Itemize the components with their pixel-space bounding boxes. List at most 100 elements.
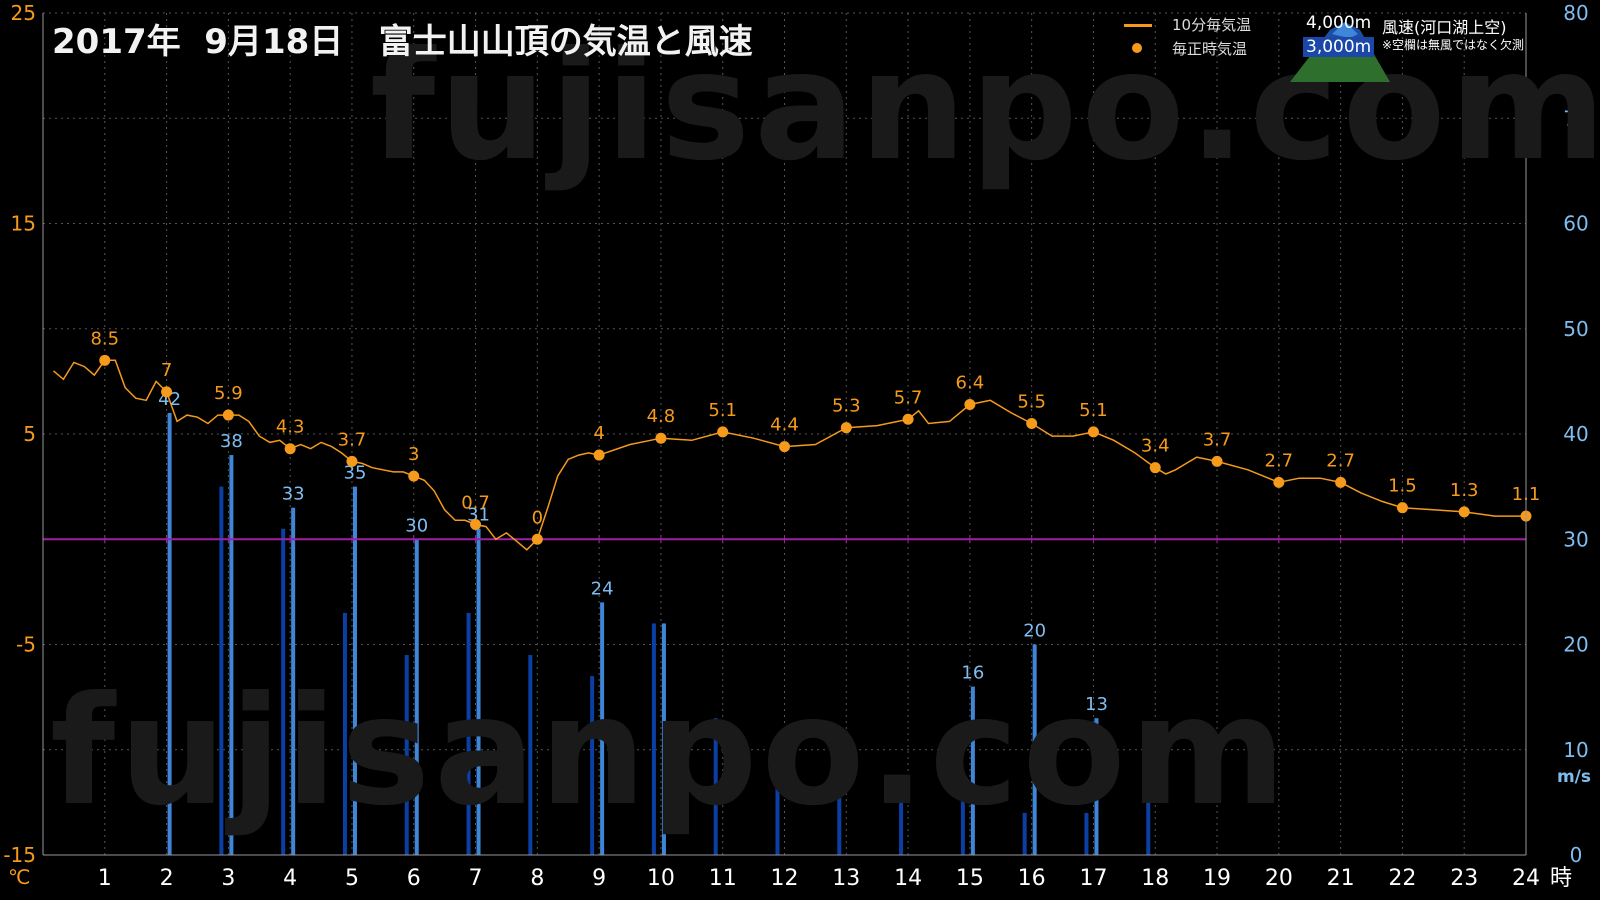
x-tick-label: 4 <box>283 866 297 891</box>
wind-4000m-bar <box>661 623 666 855</box>
x-tick-label: 18 <box>1141 866 1169 891</box>
wind-4000m-bar <box>229 455 234 855</box>
temp-hourly-label: 5.1 <box>1079 400 1108 421</box>
temp-hourly-point <box>779 441 790 453</box>
legend-wind-label: 風速(河口湖上空) <box>1382 18 1507 37</box>
wind-3000m-bar <box>713 718 718 855</box>
y-left-tick-label: -15 <box>3 843 36 867</box>
grid <box>43 12 1527 855</box>
y-left-tick-label: 5 <box>23 422 36 446</box>
temp-hourly-point <box>1396 502 1408 514</box>
y-right-tick-label: 50 <box>1563 317 1588 341</box>
temp-10min-line <box>53 359 1526 551</box>
legend-alt-3000: 3,000m <box>1303 37 1375 57</box>
wind-3000m-series <box>219 486 1151 855</box>
temp-hourly-label: 2.7 <box>1326 450 1355 471</box>
x-tick-label: 15 <box>956 866 984 891</box>
temp-hourly-point <box>408 470 420 482</box>
temp-hourly-label: 0 <box>532 507 543 528</box>
x-tick-label: 2 <box>160 866 174 891</box>
temp-hourly-label: 4.3 <box>276 417 305 438</box>
temp-hourly-label: 0.7 <box>461 493 490 514</box>
chart-title: 2017年 9月18日 富士山山頂の気温と風速 <box>52 22 753 62</box>
temp-hourly-label: 3.7 <box>338 429 367 450</box>
temp-hourly-label: 8.5 <box>90 328 119 349</box>
watermark-bottom: fujisanpo.com <box>50 665 1290 839</box>
y-right-tick-label: 30 <box>1563 527 1588 551</box>
zero-line <box>43 535 1527 544</box>
wind-3000m-bar <box>1022 812 1027 855</box>
temp-hourly-label: 5.5 <box>1017 391 1046 412</box>
temp-hourly-label: 3 <box>408 444 419 465</box>
wind-3000m-bar <box>651 623 656 855</box>
x-tick-label: 6 <box>407 866 421 891</box>
wind-4000m-bar <box>352 486 357 855</box>
x-tick-label: 20 <box>1265 866 1293 891</box>
x-tick-label: 14 <box>894 866 922 891</box>
temp-hourly-point <box>902 413 914 425</box>
x-unit: 時 <box>1550 866 1572 891</box>
wind-4000m-bar <box>167 412 172 855</box>
temp-hourly-point <box>346 455 358 467</box>
x-tick-label: 7 <box>469 866 483 891</box>
x-tick-label: 3 <box>221 866 235 891</box>
temp-hourly-label: 4 <box>593 423 604 444</box>
wind-3000m-bar <box>899 791 904 855</box>
legend-dot-swatch <box>1132 43 1142 53</box>
wind-3000m-bar <box>960 791 965 855</box>
x-tick-label: 5 <box>345 866 359 891</box>
legend-alt-4000: 4,000m <box>1306 13 1372 33</box>
temp-hourly-point <box>470 519 482 531</box>
y-left-tick-label: -5 <box>16 633 36 657</box>
temp-hourly-label: 1.3 <box>1450 480 1479 501</box>
legend-wind-note: ※空欄は無風ではなく欠測 <box>1382 38 1525 52</box>
wind-4000m-label: 33 <box>282 484 305 505</box>
temp-hourly-point <box>1026 417 1038 429</box>
wind-3000m-bar <box>1146 802 1151 855</box>
temp-hourly-point <box>1335 476 1347 488</box>
y-right-tick-label: 60 <box>1563 212 1588 236</box>
wind-3000m-bar <box>219 486 224 855</box>
wind-3000m-bar <box>466 612 471 855</box>
y-right-tick-label: 10 <box>1563 738 1588 762</box>
wind-4000m-bar <box>1094 718 1099 855</box>
x-tick-label: 23 <box>1450 866 1478 891</box>
wind-4000m-label: 35 <box>344 463 367 484</box>
y-right-tick-label: 0 <box>1570 843 1583 867</box>
y-left-tick-label: 15 <box>11 212 36 236</box>
temperature-series <box>53 354 1532 551</box>
wind-4000m-label: 30 <box>405 515 428 536</box>
temp-hourly-label: 5.7 <box>894 387 923 408</box>
wind-3000m-bar <box>837 781 842 855</box>
y-right-tick-label: 40 <box>1563 422 1588 446</box>
wind-3000m-bar <box>1084 812 1089 855</box>
legend-temp-hourly-label: 毎正時気温 <box>1172 40 1248 58</box>
temp-hourly-point <box>1087 426 1099 438</box>
x-tick-label: 17 <box>1079 866 1107 891</box>
temp-hourly-point <box>1149 462 1161 474</box>
temp-hourly-label: 5.1 <box>708 400 737 421</box>
x-tick-label: 9 <box>592 866 606 891</box>
temp-hourly-point <box>964 399 976 411</box>
x-tick-label: 10 <box>647 866 675 891</box>
wind-4000m-bar <box>414 539 419 855</box>
temp-hourly-point <box>840 422 852 434</box>
temp-hourly-point <box>717 426 729 438</box>
wind-4000m-bar <box>476 528 481 855</box>
wind-3000m-bar <box>404 655 409 855</box>
temp-hourly-point <box>1273 476 1285 488</box>
x-tick-label: 13 <box>832 866 860 891</box>
temp-hourly-label: 2.7 <box>1265 450 1294 471</box>
temp-hourly-point <box>222 409 234 421</box>
wind-4000m-label: 16 <box>961 663 984 684</box>
temp-hourly-label: 3.7 <box>1203 429 1232 450</box>
x-tick-label: 24 <box>1512 866 1540 891</box>
y-right-tick-label: 80 <box>1563 1 1588 25</box>
x-tick-label: 22 <box>1388 866 1416 891</box>
wind-4000m-label: 38 <box>220 431 243 452</box>
wind-4000m-bar <box>600 602 605 855</box>
temp-hourly-label: 3.4 <box>1141 436 1170 457</box>
temp-hourly-point <box>593 449 605 461</box>
x-tick-label: 1 <box>98 866 112 891</box>
temp-hourly-point <box>655 432 667 444</box>
